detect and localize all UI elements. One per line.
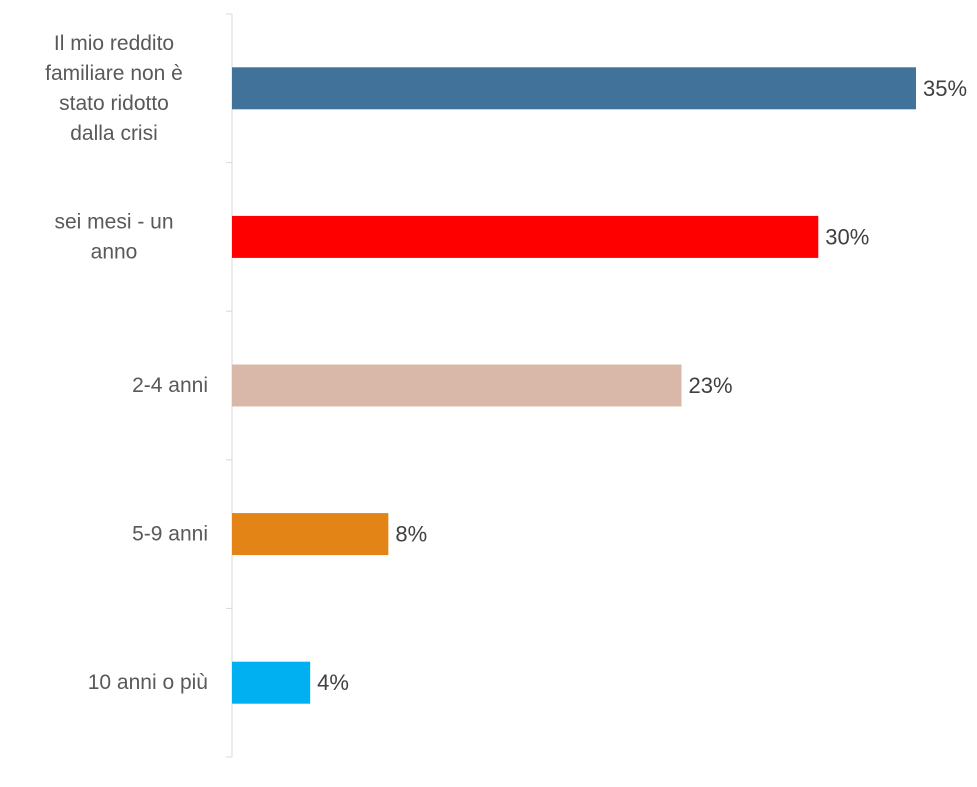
category-label: 2-4 anni: [132, 374, 208, 397]
category-label: sei mesi - un anno: [54, 210, 173, 263]
data-label: 30%: [825, 224, 869, 249]
data-label: 23%: [688, 373, 732, 398]
bar: [232, 661, 311, 704]
category-label: 5-9 anni: [132, 523, 208, 546]
bar: [232, 215, 819, 258]
category-labels: Il mio reddito familiare non è stato ridot…: [45, 32, 208, 694]
bar: [232, 364, 682, 407]
data-label: 35%: [923, 76, 967, 101]
category-axis: [226, 13, 233, 758]
bar: [232, 67, 916, 110]
category-label: 10 anni o più: [88, 671, 208, 694]
bar: [232, 513, 389, 556]
bars-group: [232, 67, 916, 704]
category-label: Il mio reddito familiare non è stato ridot…: [45, 32, 183, 145]
value-labels: 35% 30% 23% 8% 4%: [317, 76, 967, 695]
data-label: 8%: [395, 522, 427, 547]
data-label: 4%: [317, 670, 349, 695]
